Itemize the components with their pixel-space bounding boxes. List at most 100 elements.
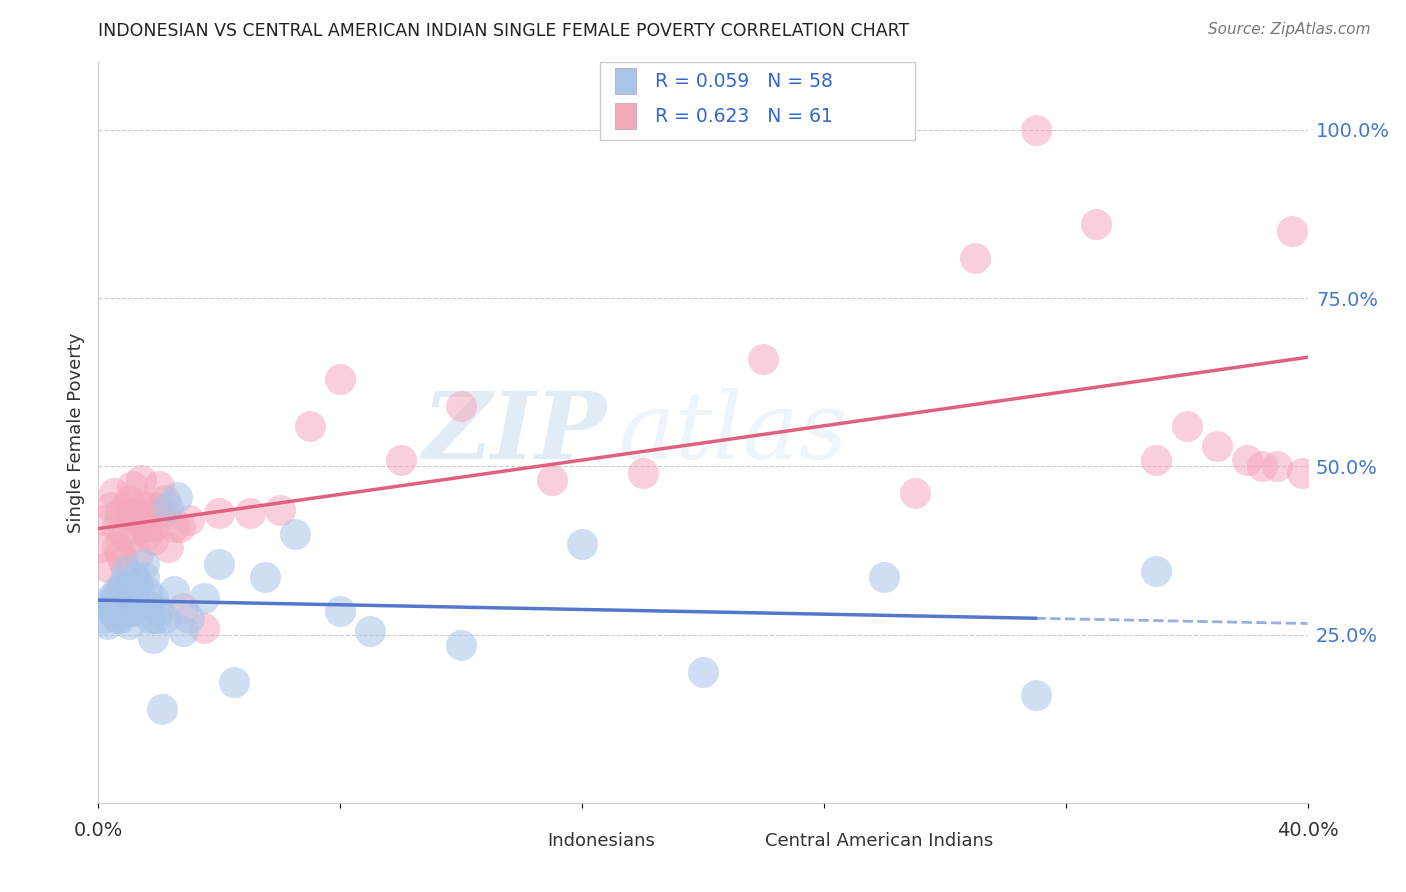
Point [139,507,162,521]
Point [127,577,149,591]
Point [105,520,128,534]
FancyBboxPatch shape [516,830,537,853]
Point [450,638,472,652]
Point [105,610,128,624]
Point [299,418,322,433]
Point [121,604,143,618]
Text: R = 0.059   N = 58: R = 0.059 N = 58 [655,72,832,91]
Point [108,583,131,598]
Point [142,520,165,534]
Point [360,624,382,639]
Point [118,581,141,595]
Point [105,597,128,611]
Point [103,594,125,608]
Point [329,604,352,618]
Point [1024,688,1046,702]
Point [145,500,167,514]
Point [93,610,115,624]
Point [103,604,125,618]
Point [114,597,136,611]
Y-axis label: Single Female Poverty: Single Female Poverty [66,333,84,533]
Point [129,604,152,618]
Point [121,479,143,493]
Point [127,513,149,527]
Point [389,452,412,467]
Point [253,570,276,584]
Point [239,507,262,521]
Point [108,507,131,521]
Point [904,486,927,500]
Point [208,557,231,571]
Point [193,621,215,635]
Point [124,597,146,611]
Point [1175,418,1198,433]
Point [135,597,157,611]
Point [169,520,191,534]
Point [124,570,146,584]
Text: 40.0%: 40.0% [1277,822,1339,840]
Point [129,473,152,487]
Point [103,486,125,500]
Point [1291,466,1313,480]
Point [142,591,165,605]
Point [121,583,143,598]
Text: ZIP: ZIP [422,388,606,477]
Text: 0.0%: 0.0% [73,822,124,840]
Point [156,500,179,514]
Text: R = 0.623   N = 61: R = 0.623 N = 61 [655,107,832,126]
FancyBboxPatch shape [614,103,637,129]
Point [114,587,136,601]
Point [156,540,179,554]
Text: INDONESIAN VS CENTRAL AMERICAN INDIAN SINGLE FEMALE POVERTY CORRELATION CHART: INDONESIAN VS CENTRAL AMERICAN INDIAN SI… [98,22,910,40]
Point [93,513,115,527]
Point [90,540,112,554]
Point [100,604,122,618]
Point [269,503,291,517]
Text: Central American Indians: Central American Indians [765,832,993,850]
Point [163,583,186,598]
Point [108,597,131,611]
Point [111,577,134,591]
Point [121,507,143,521]
Point [142,533,165,548]
Point [118,533,141,548]
Point [329,372,352,386]
Point [450,399,472,413]
Point [166,490,188,504]
Point [172,600,194,615]
Point [121,591,143,605]
Point [96,617,118,632]
Point [153,610,176,624]
Point [752,351,775,366]
Point [540,473,562,487]
Point [150,507,173,521]
Point [132,557,155,571]
Point [193,591,215,605]
Point [1144,452,1167,467]
Point [172,624,194,639]
Point [150,701,173,715]
Point [105,583,128,598]
Point [132,570,155,584]
Point [873,570,896,584]
Point [132,520,155,534]
Point [284,526,307,541]
Point [100,500,122,514]
Point [179,610,201,624]
Point [103,594,125,608]
Point [108,610,131,624]
Point [1236,452,1258,467]
Point [100,591,122,605]
Point [114,564,136,578]
Point [132,500,155,514]
FancyBboxPatch shape [614,69,637,95]
Point [1267,459,1289,474]
Point [1024,122,1046,136]
Text: atlas: atlas [619,388,848,477]
Point [135,500,157,514]
Point [1281,224,1303,238]
Point [135,583,157,598]
Point [1206,439,1229,453]
Point [965,251,987,265]
Point [631,466,654,480]
